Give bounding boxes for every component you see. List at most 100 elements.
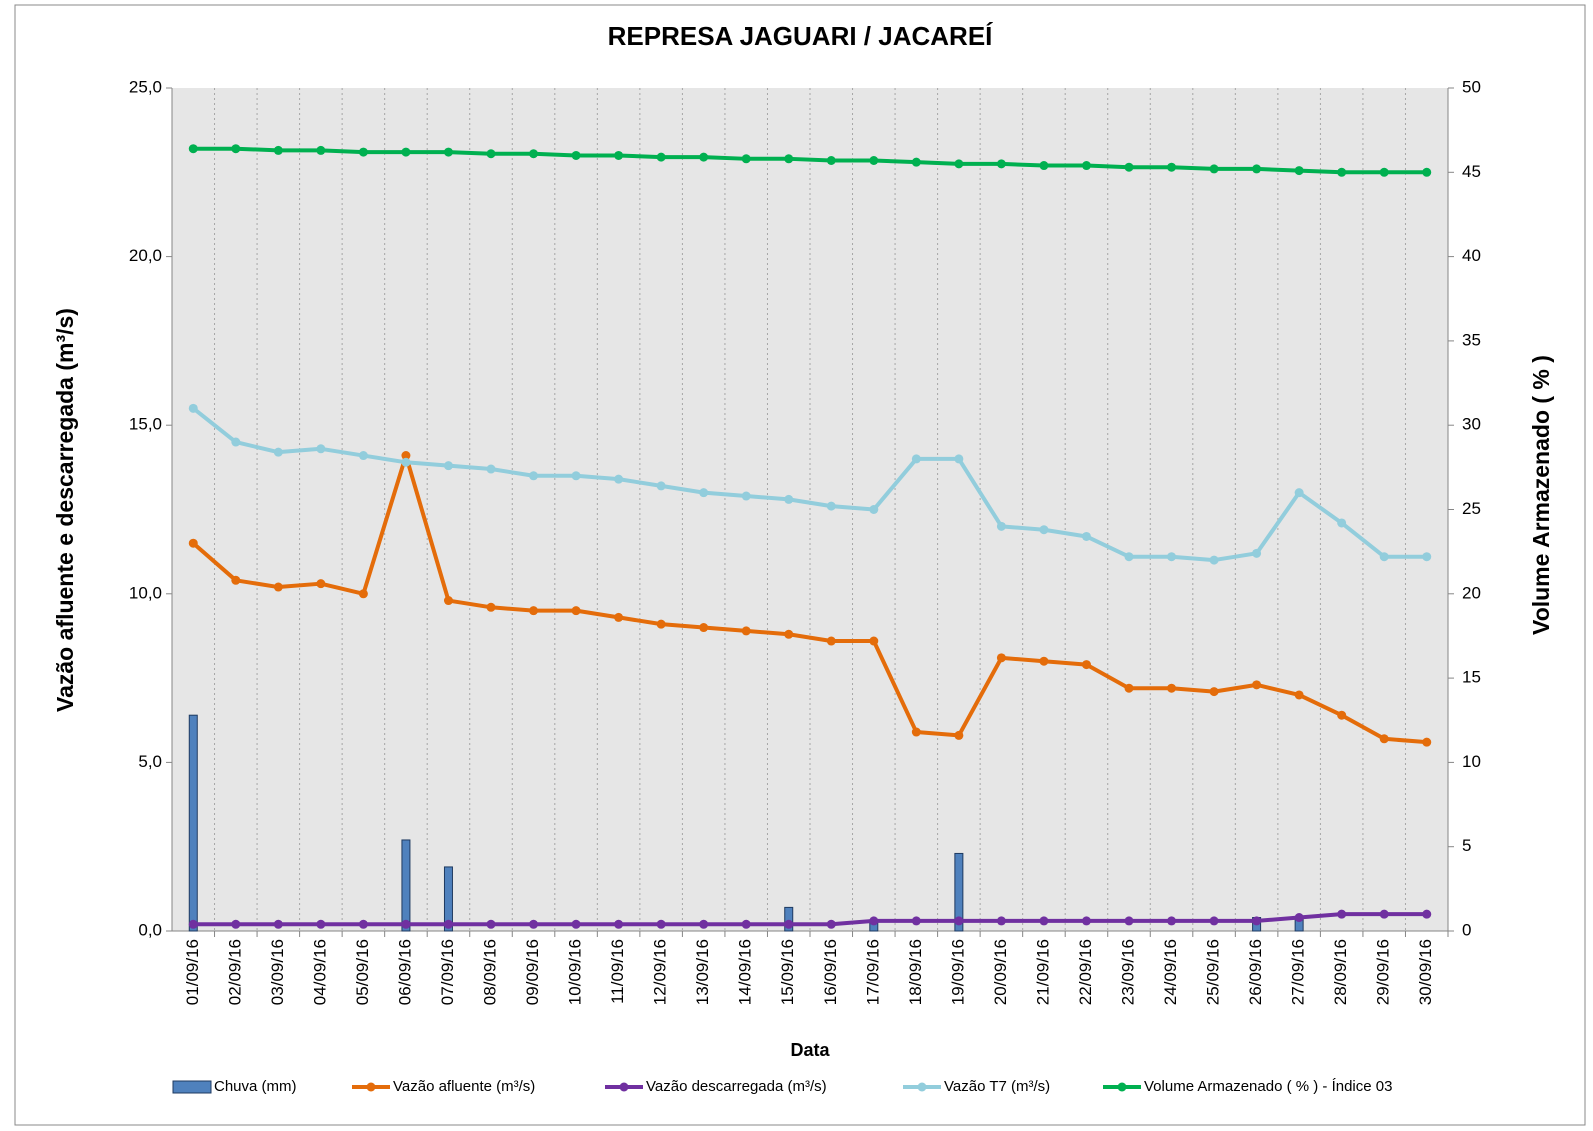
y2-tick-label: 10 [1462,752,1481,771]
y2-tick-label: 35 [1462,330,1481,349]
point [614,919,624,929]
point [1422,552,1432,562]
point [954,916,964,926]
point [1167,162,1177,172]
point [571,919,581,929]
point [1124,916,1134,926]
x-tick-label: 01/09/16 [183,939,202,1005]
y-tick-label: 10,0 [129,583,162,602]
point [1252,916,1262,926]
legend-marker [917,1082,927,1092]
point [1379,909,1389,919]
point [911,157,921,167]
point [784,154,794,164]
x-axis-label: Data [790,1040,830,1060]
point [529,471,539,481]
point [486,464,496,474]
point [486,919,496,929]
point [1124,683,1134,693]
legend-marker [1117,1082,1127,1092]
point [1252,680,1262,690]
x-tick-label: 13/09/16 [693,939,712,1005]
point [1379,734,1389,744]
x-tick-label: 04/09/16 [310,939,329,1005]
point [1124,552,1134,562]
point [401,457,411,467]
point [231,575,241,585]
point [911,916,921,926]
point [1081,916,1091,926]
point [954,454,964,464]
y2-axis-label: Volume Armazenado ( % ) [1528,355,1554,635]
legend-marker [619,1082,629,1092]
point [316,919,326,929]
point [1422,909,1432,919]
point [1294,690,1304,700]
x-tick-label: 18/09/16 [906,939,925,1005]
point [1209,555,1219,565]
y-axis-label: Vazão afluente e descarregada (m³/s) [52,308,78,712]
legend-label: Vazão T7 (m³/s) [944,1078,1050,1095]
y2-tick-label: 40 [1462,246,1481,265]
point [1167,916,1177,926]
point [656,481,666,491]
x-tick-label: 09/09/16 [523,939,542,1005]
point [486,602,496,612]
point [656,619,666,629]
point [529,919,539,929]
chart-title: REPRESA JAGUARI / JACAREÍ [608,21,994,51]
x-tick-label: 24/09/16 [1161,939,1180,1005]
point [1422,737,1432,747]
point [273,582,283,592]
point [1039,656,1049,666]
point [1167,683,1177,693]
point [571,150,581,160]
y2-tick-label: 20 [1462,583,1481,602]
point [1252,164,1262,174]
point [869,916,879,926]
x-tick-label: 07/09/16 [438,939,457,1005]
x-tick-label: 08/09/16 [480,939,499,1005]
point [869,636,879,646]
point [784,629,794,639]
legend-label: Vazão afluente (m³/s) [393,1078,535,1095]
y2-tick-label: 15 [1462,668,1481,687]
point [656,919,666,929]
point [996,653,1006,663]
point [401,919,411,929]
point [699,152,709,162]
point [1337,518,1347,528]
point [1294,913,1304,923]
point [316,145,326,155]
y2-tick-label: 30 [1462,415,1481,434]
point [571,606,581,616]
x-tick-label: 25/09/16 [1204,939,1223,1005]
point [358,451,368,461]
point [188,144,198,154]
point [1294,166,1304,176]
x-tick-label: 23/09/16 [1118,939,1137,1005]
point [273,145,283,155]
y2-tick-label: 0 [1462,920,1471,939]
point [231,144,241,154]
point [443,596,453,606]
point [954,159,964,169]
point [1124,162,1134,172]
point [911,454,921,464]
point [1422,167,1432,177]
point [1209,916,1219,926]
point [741,626,751,636]
point [699,919,709,929]
x-tick-label: 22/09/16 [1076,939,1095,1005]
y2-tick-label: 5 [1462,836,1471,855]
x-tick-label: 28/09/16 [1331,939,1350,1005]
y-tick-label: 15,0 [129,415,162,434]
point [443,147,453,157]
point [996,916,1006,926]
point [529,149,539,159]
point [826,636,836,646]
point [188,538,198,548]
point [1209,687,1219,697]
point [486,149,496,159]
x-tick-label: 14/09/16 [736,939,755,1005]
